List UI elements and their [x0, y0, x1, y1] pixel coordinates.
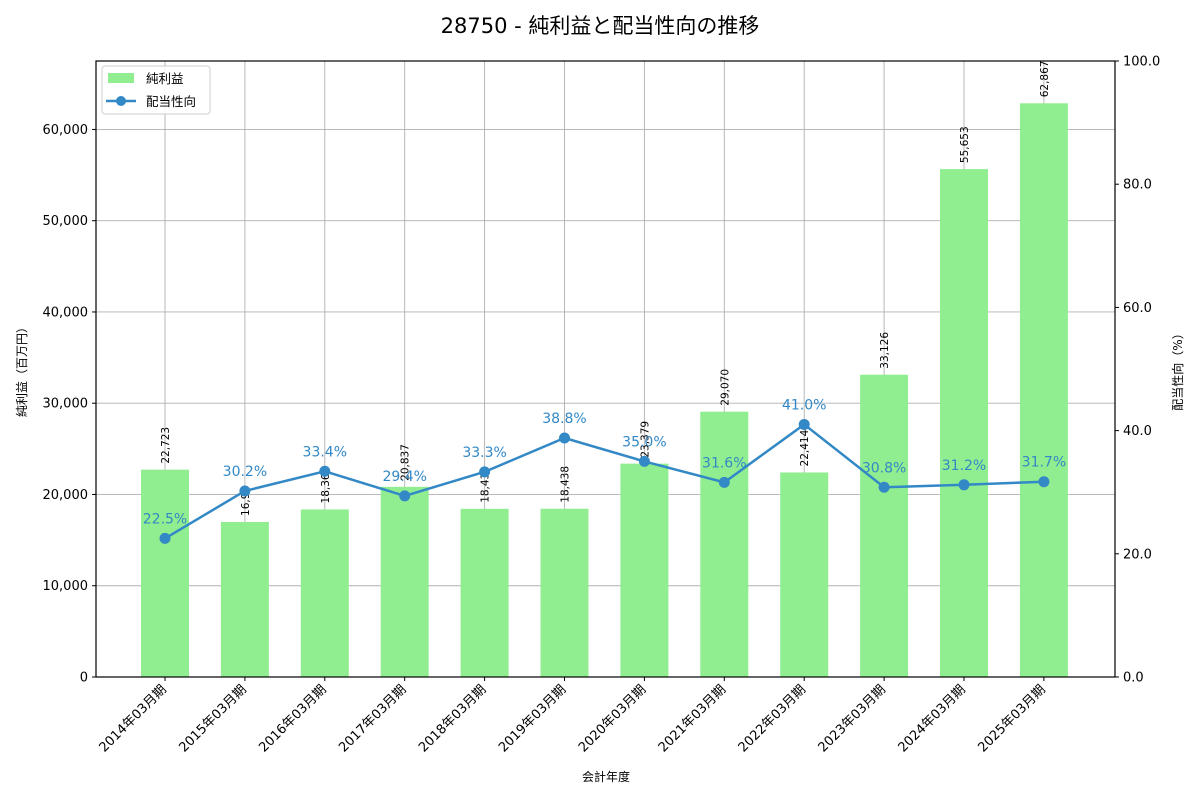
legend-net-income: 純利益: [146, 71, 184, 86]
payout-ratio-label: 22.5%: [143, 511, 187, 527]
line-marker: [958, 479, 970, 491]
left-tick-label: 20,000: [43, 488, 89, 503]
x-axis: 2014年03月期 2015年03月期 2016年03月期 2017年03月期 2018…: [97, 677, 1049, 756]
bar: [700, 411, 749, 677]
bar-value-labels: 22,723 16,9 18,36 20,837 18,43 18,438 23,379 29…: [160, 61, 1051, 516]
payout-ratio-label: 30.8%: [862, 460, 906, 476]
left-tick-label: 40,000: [43, 305, 89, 320]
payout-ratio-label: 31.7%: [1022, 455, 1066, 471]
x-tick-label: 2015年03月期: [176, 682, 249, 755]
line-series-payout-ratio: [159, 418, 1050, 544]
bar: [460, 508, 509, 677]
left-tick-label: 50,000: [43, 214, 89, 229]
line-marker: [718, 476, 730, 488]
legend-payout-ratio: 配当性向: [146, 94, 196, 109]
line-marker: [319, 465, 331, 477]
bar-value-label: 18,43: [480, 473, 492, 503]
bar-value-label: 22,414: [799, 429, 811, 466]
bar-value-label: 16,9: [240, 493, 252, 516]
plot-frame: [95, 60, 1116, 678]
payout-ratio-label: 30.2%: [223, 464, 267, 480]
x-axis-label: 会計年度: [582, 769, 630, 784]
bar-value-label: 18,438: [560, 466, 572, 503]
bar: [860, 374, 909, 677]
right-tick-label: 100.0: [1123, 55, 1160, 70]
x-tick-label: 2018年03月期: [416, 682, 489, 755]
right-tick-label: 40.0: [1123, 424, 1152, 439]
legend-bar-swatch: [108, 73, 134, 83]
line-marker: [399, 490, 411, 502]
payout-ratio-label: 29.4%: [382, 469, 426, 485]
bar: [540, 508, 589, 677]
x-tick-label: 2019年03月期: [496, 682, 569, 755]
bar: [940, 169, 988, 677]
left-tick-label: 0: [80, 671, 88, 686]
bar: [380, 486, 429, 677]
bar-value-label: 29,070: [719, 369, 731, 406]
bar: [620, 463, 669, 677]
x-tick-label: 2020年03月期: [576, 682, 649, 755]
payout-ratio-label: 41.0%: [782, 397, 826, 413]
x-tick-label: 2016年03月期: [256, 682, 329, 755]
x-tick-label: 2025年03月期: [975, 682, 1048, 755]
legend: 純利益 配当性向: [101, 65, 211, 115]
bar: [141, 469, 189, 677]
chart-title: 28750 - 純利益と配当性向の推移: [441, 14, 760, 38]
payout-ratio-label: 33.3%: [462, 445, 506, 461]
left-tick-label: 30,000: [43, 397, 89, 412]
line-marker: [638, 455, 650, 467]
line-marker: [559, 432, 570, 444]
payout-ratio-label: 31.2%: [942, 458, 986, 474]
x-tick-label: 2023年03月期: [816, 682, 889, 755]
left-y-axis: 0 10,000 20,000 30,000 40,000 50,000 60,000: [43, 123, 96, 686]
line-marker: [239, 485, 251, 497]
line-marker: [798, 418, 810, 430]
bar-value-label: 20,837: [400, 444, 412, 481]
line-marker: [878, 481, 890, 493]
right-tick-label: 0.0: [1123, 671, 1144, 686]
bar: [780, 472, 829, 677]
legend-marker-icon: [116, 96, 126, 106]
payout-ratio-label: 35.0%: [622, 434, 666, 450]
x-tick-label: 2014年03月期: [97, 682, 170, 755]
bar-value-label: 62,867: [1039, 61, 1051, 98]
bar-value-label: 23,379: [639, 421, 651, 458]
left-y-axis-label: 純利益（百万円）: [15, 321, 29, 417]
bar-value-label: 22,723: [160, 427, 172, 464]
left-tick-label: 10,000: [43, 579, 89, 594]
bar: [1019, 103, 1068, 678]
right-y-axis-label: 配当性向（%）: [1170, 327, 1185, 410]
right-tick-label: 60.0: [1123, 301, 1152, 316]
line-marker: [1038, 476, 1050, 488]
bar: [300, 509, 349, 677]
bar-value-label: 18,36: [320, 473, 332, 503]
x-tick-label: 2024年03月期: [896, 682, 969, 755]
x-tick-label: 2022年03月期: [736, 682, 809, 755]
x-tick-label: 2017年03月期: [336, 682, 409, 755]
right-y-axis: 0.0 20.0 40.0 60.0 80.0 100.0: [1115, 55, 1160, 686]
bar: [220, 521, 269, 677]
right-tick-label: 80.0: [1123, 178, 1152, 193]
bar-value-label: 55,653: [959, 126, 971, 163]
payout-ratio-label: 33.4%: [303, 444, 347, 460]
payout-ratio-label: 31.6%: [702, 455, 746, 471]
line-marker: [159, 532, 171, 544]
x-tick-label: 2021年03月期: [656, 682, 729, 755]
left-tick-label: 60,000: [43, 123, 89, 138]
right-tick-label: 20.0: [1123, 547, 1152, 562]
bar-value-label: 33,126: [879, 332, 891, 369]
line-marker: [479, 466, 491, 478]
line-value-labels: 22.5% 30.2% 33.4% 29.4% 33.3% 38.8% 35.0% 31.6%…: [143, 397, 1066, 527]
payout-ratio-label: 38.8%: [542, 411, 586, 427]
bar-series-net-income: [141, 103, 1068, 678]
